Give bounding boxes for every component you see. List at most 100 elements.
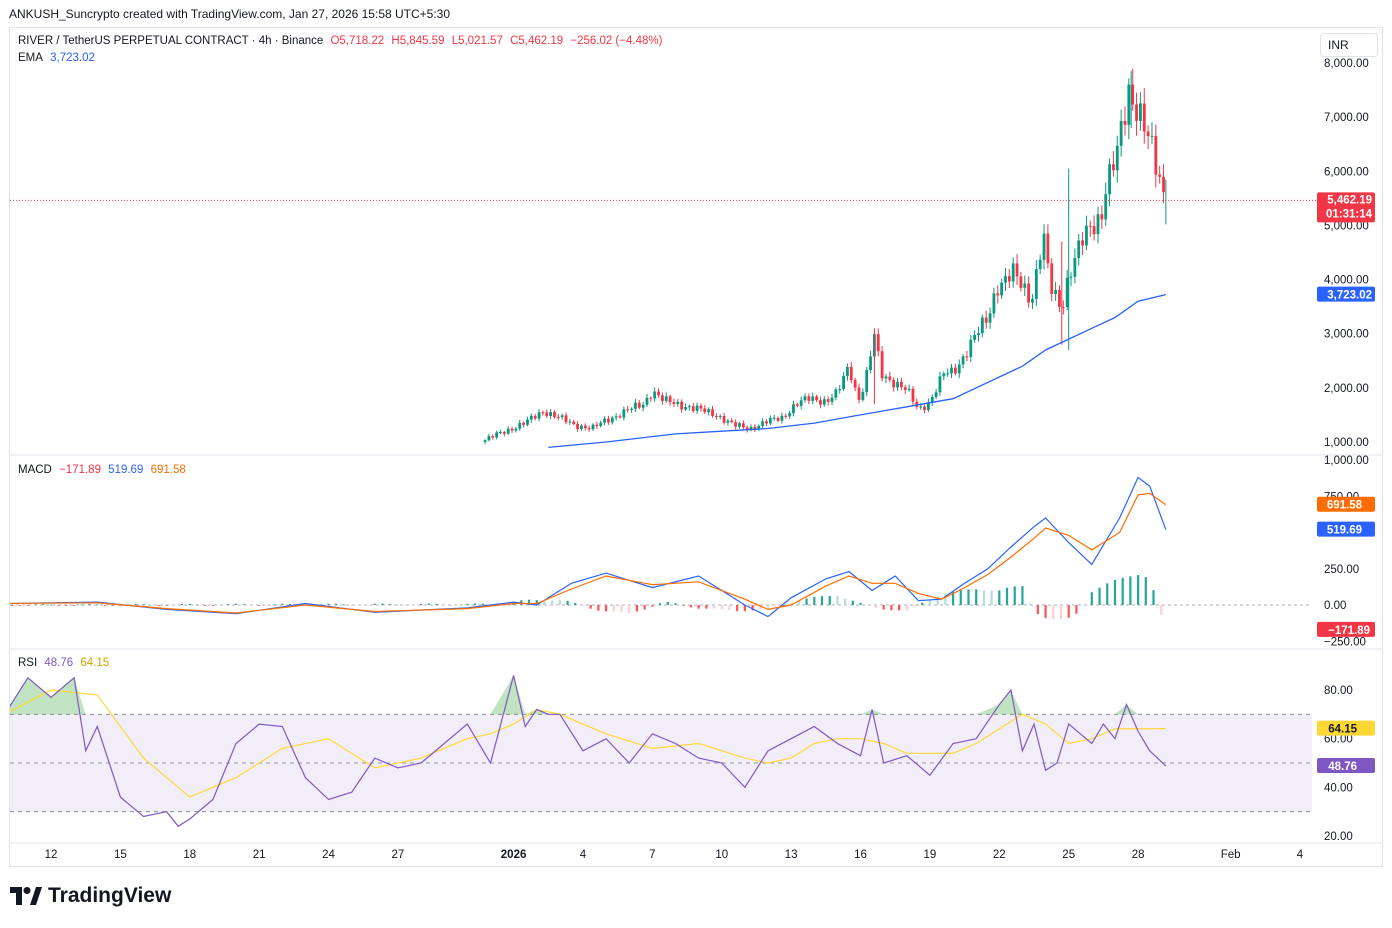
candle[interactable] xyxy=(560,413,564,420)
candle[interactable] xyxy=(711,406,714,418)
candle[interactable] xyxy=(1015,254,1019,285)
candle[interactable] xyxy=(630,407,633,413)
candle[interactable] xyxy=(622,406,626,421)
candle[interactable] xyxy=(526,416,529,427)
rsi-label[interactable]: RSI xyxy=(18,657,38,669)
candle[interactable] xyxy=(1050,258,1054,302)
candle[interactable] xyxy=(946,368,950,377)
candle[interactable] xyxy=(1142,88,1146,144)
candle[interactable] xyxy=(846,363,849,381)
candle[interactable] xyxy=(529,413,533,423)
candle[interactable] xyxy=(1100,205,1104,230)
candle[interactable] xyxy=(618,414,622,419)
candle[interactable] xyxy=(1146,125,1150,150)
candle[interactable] xyxy=(822,396,826,407)
candle[interactable] xyxy=(660,392,664,405)
candle[interactable] xyxy=(1154,124,1158,188)
candle[interactable] xyxy=(980,314,984,338)
rsi-line[interactable] xyxy=(5,675,1167,828)
candle[interactable] xyxy=(1085,215,1088,251)
candle[interactable] xyxy=(788,410,792,419)
candle[interactable] xyxy=(730,417,734,424)
candle[interactable] xyxy=(973,330,977,343)
candle[interactable] xyxy=(876,328,880,357)
candle[interactable] xyxy=(564,412,568,425)
candle[interactable] xyxy=(576,421,579,432)
candle[interactable] xyxy=(1096,206,1100,244)
candle[interactable] xyxy=(680,399,684,413)
candle[interactable] xyxy=(795,402,799,408)
candle[interactable] xyxy=(1027,276,1031,308)
candle[interactable] xyxy=(1073,248,1077,284)
candle[interactable] xyxy=(483,439,487,445)
candle[interactable] xyxy=(953,363,957,376)
candle[interactable] xyxy=(637,399,641,410)
candle[interactable] xyxy=(753,424,757,433)
candle[interactable] xyxy=(1139,92,1142,131)
candle[interactable] xyxy=(707,407,711,416)
candle[interactable] xyxy=(591,423,595,431)
candle[interactable] xyxy=(645,393,649,407)
candle[interactable] xyxy=(672,398,676,407)
candle[interactable] xyxy=(1162,164,1165,204)
candle[interactable] xyxy=(599,420,603,428)
candle[interactable] xyxy=(977,326,980,342)
candle[interactable] xyxy=(587,425,591,432)
candle[interactable] xyxy=(1127,78,1131,140)
candle[interactable] xyxy=(838,385,842,394)
candle[interactable] xyxy=(607,415,610,425)
candle[interactable] xyxy=(992,287,996,318)
candle[interactable] xyxy=(603,416,606,426)
candle[interactable] xyxy=(1034,259,1038,307)
candle[interactable] xyxy=(1158,165,1162,184)
candle[interactable] xyxy=(896,377,899,391)
candle[interactable] xyxy=(695,402,699,414)
candle[interactable] xyxy=(749,424,753,432)
candle[interactable] xyxy=(487,433,491,442)
ema-label[interactable]: EMA xyxy=(18,52,43,64)
candle[interactable] xyxy=(684,403,687,411)
candle[interactable] xyxy=(1135,92,1138,136)
candle[interactable] xyxy=(514,426,518,433)
candle[interactable] xyxy=(923,404,926,414)
candle[interactable] xyxy=(580,423,583,431)
candle[interactable] xyxy=(903,384,907,395)
candle[interactable] xyxy=(884,373,888,384)
candle[interactable] xyxy=(803,393,807,403)
candle[interactable] xyxy=(915,398,919,410)
candle[interactable] xyxy=(899,377,903,391)
candle[interactable] xyxy=(537,408,541,422)
candle[interactable] xyxy=(965,350,969,362)
candle[interactable] xyxy=(668,394,672,406)
candle[interactable] xyxy=(938,371,942,396)
candle[interactable] xyxy=(776,416,780,423)
candle[interactable] xyxy=(726,418,730,426)
candle[interactable] xyxy=(1038,254,1042,275)
candle[interactable] xyxy=(757,424,761,432)
candle[interactable] xyxy=(880,346,884,382)
candle[interactable] xyxy=(1108,158,1111,207)
candle[interactable] xyxy=(907,384,911,392)
candle[interactable] xyxy=(510,426,514,434)
candle[interactable] xyxy=(842,372,845,391)
candle[interactable] xyxy=(734,419,738,430)
macd-signal-line[interactable] xyxy=(5,492,1167,614)
candle[interactable] xyxy=(664,392,668,403)
candle[interactable] xyxy=(653,387,657,402)
candle[interactable] xyxy=(738,421,741,429)
candle[interactable] xyxy=(815,394,818,403)
candle[interactable] xyxy=(834,387,838,401)
candle[interactable] xyxy=(614,413,618,421)
candle[interactable] xyxy=(595,421,599,429)
candle[interactable] xyxy=(502,430,506,437)
candle[interactable] xyxy=(533,413,537,421)
candle[interactable] xyxy=(768,415,772,426)
candle[interactable] xyxy=(1019,271,1023,292)
candle[interactable] xyxy=(714,413,718,420)
candle[interactable] xyxy=(676,398,680,407)
candle[interactable] xyxy=(1042,224,1046,270)
candle[interactable] xyxy=(1150,122,1154,144)
candle[interactable] xyxy=(722,412,726,425)
candle[interactable] xyxy=(568,418,572,426)
